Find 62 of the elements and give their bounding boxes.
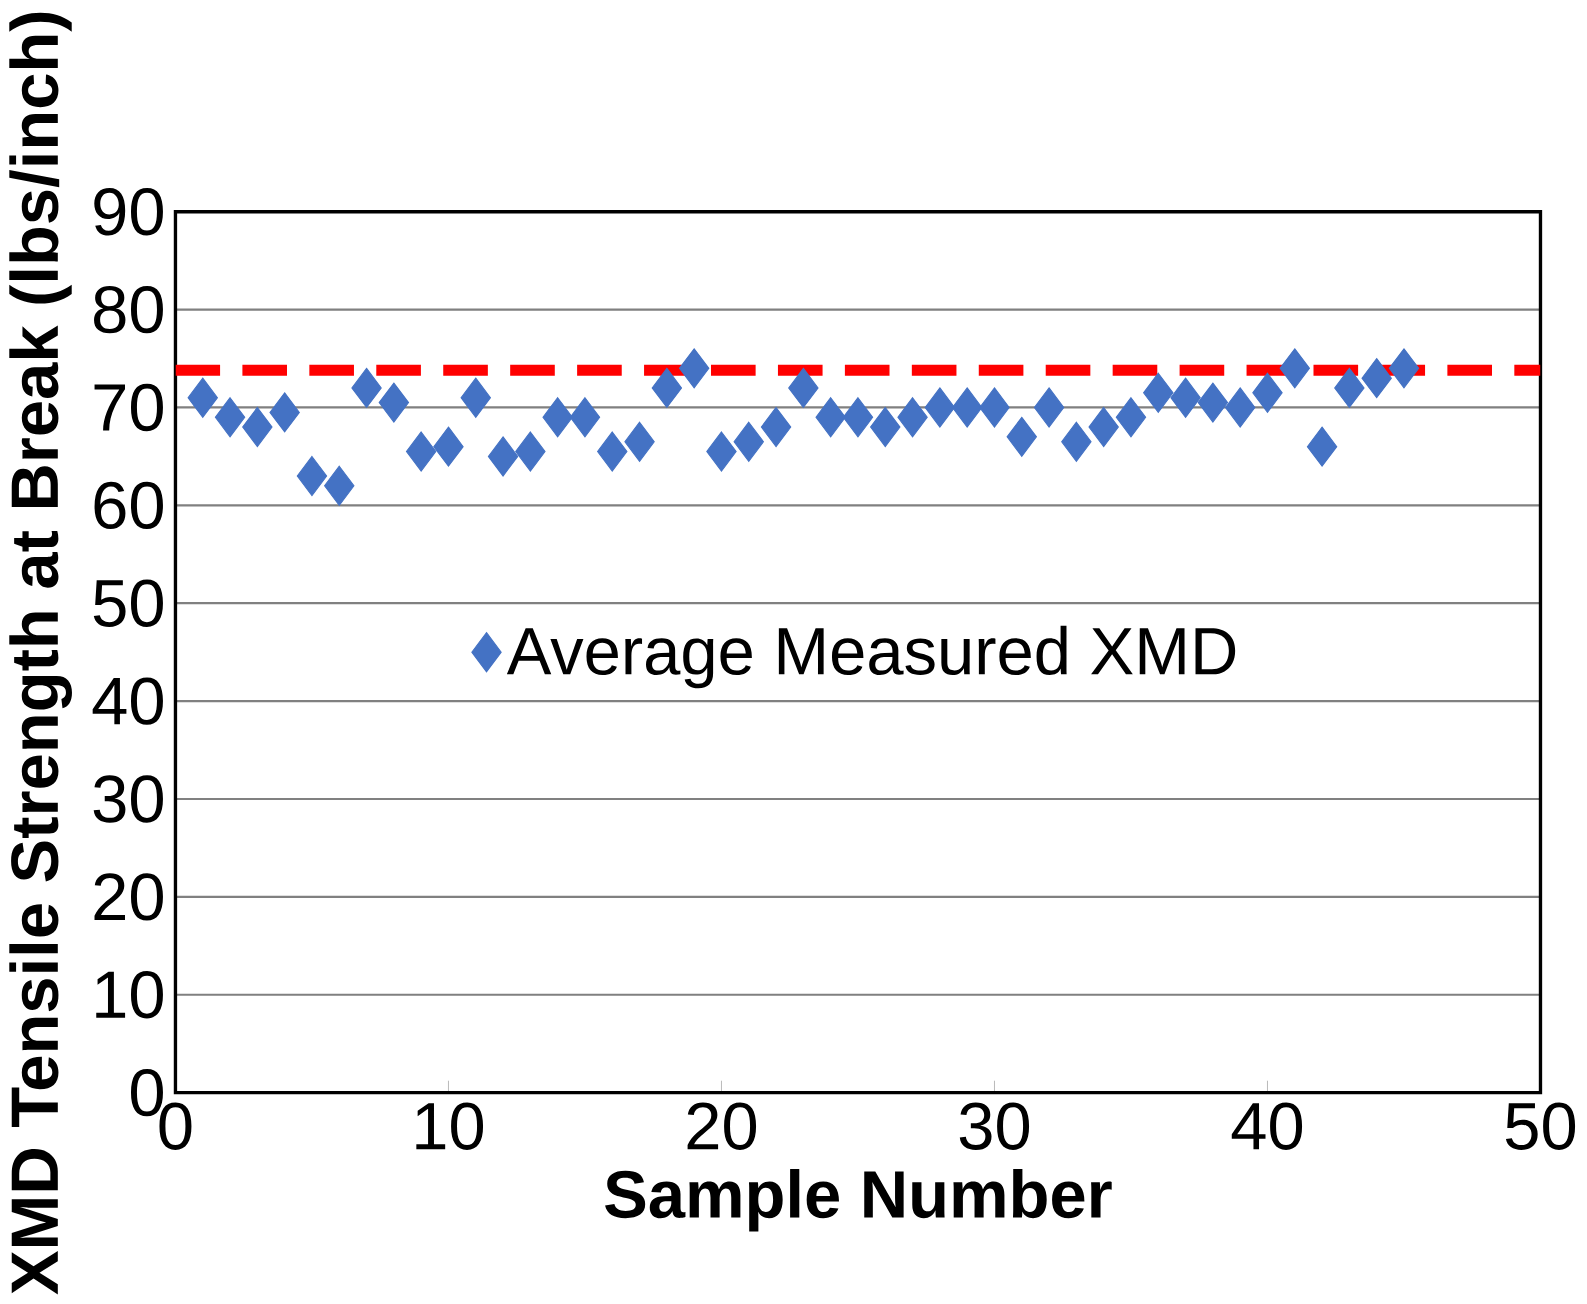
point [324, 465, 355, 506]
legend-label: Average Measured XMD [506, 625, 1236, 689]
point [1334, 367, 1365, 408]
point [242, 406, 273, 447]
point [460, 377, 491, 418]
point [788, 367, 819, 408]
y-tick-label: 80 [94, 285, 163, 334]
point [1388, 348, 1420, 389]
point [678, 348, 710, 389]
y-tick-label: 70 [94, 383, 163, 432]
point [269, 392, 300, 433]
point [515, 431, 546, 472]
point [924, 387, 956, 428]
point [815, 397, 846, 438]
point [351, 367, 382, 408]
x-tick-label: 10 [416, 1102, 484, 1150]
point [1061, 421, 1092, 462]
point [378, 382, 410, 423]
point [1306, 426, 1338, 467]
point [1033, 387, 1065, 428]
point [1252, 372, 1283, 413]
point [569, 397, 601, 438]
point [187, 377, 218, 418]
point [597, 431, 628, 472]
y-tick-label: 10 [96, 970, 163, 1019]
point [706, 431, 737, 472]
point [733, 421, 764, 462]
point [1224, 387, 1256, 428]
point [1088, 406, 1119, 447]
point [760, 406, 792, 447]
x-tick-label: 30 [959, 1102, 1030, 1150]
point [1279, 348, 1310, 389]
y-axis-title: XMD Tensile Strength at Break (lbs/inch) [9, 12, 72, 1295]
point [1115, 397, 1147, 438]
point [1170, 377, 1201, 418]
point [487, 436, 519, 477]
point [897, 397, 928, 438]
point [296, 455, 328, 496]
point [624, 421, 655, 462]
point [433, 426, 464, 467]
point [951, 387, 983, 428]
x-tick-label: 20 [687, 1102, 757, 1150]
point [979, 387, 1010, 428]
y-tick-label: 50 [93, 579, 163, 627]
point [1197, 382, 1229, 423]
x-tick-label: 40 [1231, 1102, 1303, 1150]
y-tick-label: 20 [94, 873, 163, 921]
point [842, 397, 874, 438]
x-axis-title: Sample Number [605, 1168, 1112, 1232]
point [405, 431, 437, 472]
y-tick-label: 90 [94, 187, 163, 236]
x-tick-label: 50 [1505, 1102, 1576, 1150]
y-tick-label: 30 [93, 775, 163, 823]
point [651, 367, 683, 408]
point [1006, 416, 1037, 457]
point [1361, 357, 1392, 399]
point [870, 406, 901, 447]
y-tick-label: 60 [94, 481, 163, 529]
point [542, 397, 573, 438]
y-tick-label: 40 [92, 677, 163, 725]
point [1143, 372, 1174, 413]
point [214, 397, 246, 438]
